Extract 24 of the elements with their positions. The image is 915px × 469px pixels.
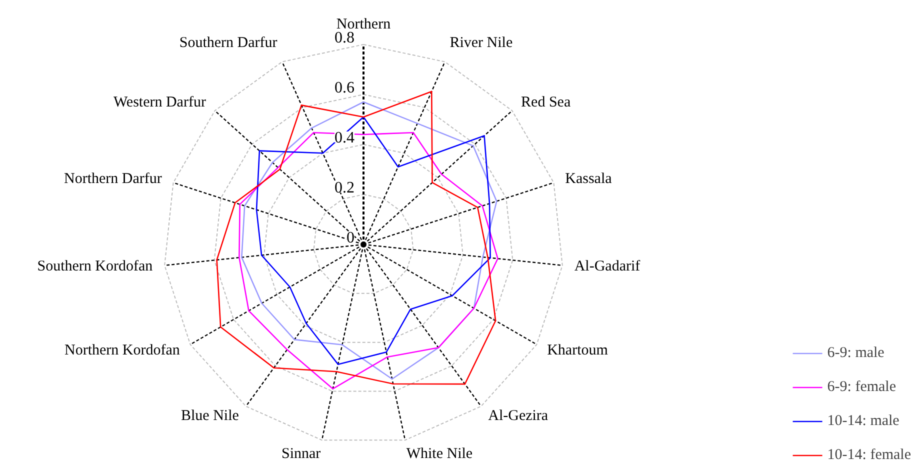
legend-label: 10-14: male	[827, 412, 900, 430]
y-tick-label: 0.6	[334, 80, 354, 96]
spoke-label: Khartoum	[547, 342, 608, 358]
legend-label: 10-14: female	[827, 446, 911, 464]
y-tick-label: 0.4	[334, 130, 354, 146]
spoke-label: Northern Darfur	[64, 170, 162, 187]
y-tick-label: 0.8	[334, 30, 354, 46]
spoke-label: Southern Darfur	[179, 34, 278, 51]
spoke-label: Red Sea	[521, 94, 571, 111]
spoke-label: Southern Kordofan	[37, 258, 154, 275]
spoke-label: River Nile	[450, 34, 513, 51]
y-tick-label: 0	[346, 230, 354, 246]
legend-label: 6-9: male	[827, 344, 884, 362]
legend-label: 6-9: female	[827, 378, 896, 396]
spoke-label: Northern	[336, 16, 392, 32]
spoke-label: Northern Kordofan	[64, 342, 180, 358]
spoke-label: White Nile	[406, 446, 473, 462]
spoke-label: Western Darfur	[113, 94, 206, 111]
spoke-label: Al-Gezira	[488, 408, 548, 424]
y-tick-label: 0.2	[334, 180, 354, 196]
spoke-label: Kassala	[565, 170, 612, 187]
spoke-label: Al-Gadarif	[574, 258, 640, 275]
spoke-label: Sinnar	[282, 446, 321, 462]
spoke-label: Blue Nile	[180, 408, 240, 424]
